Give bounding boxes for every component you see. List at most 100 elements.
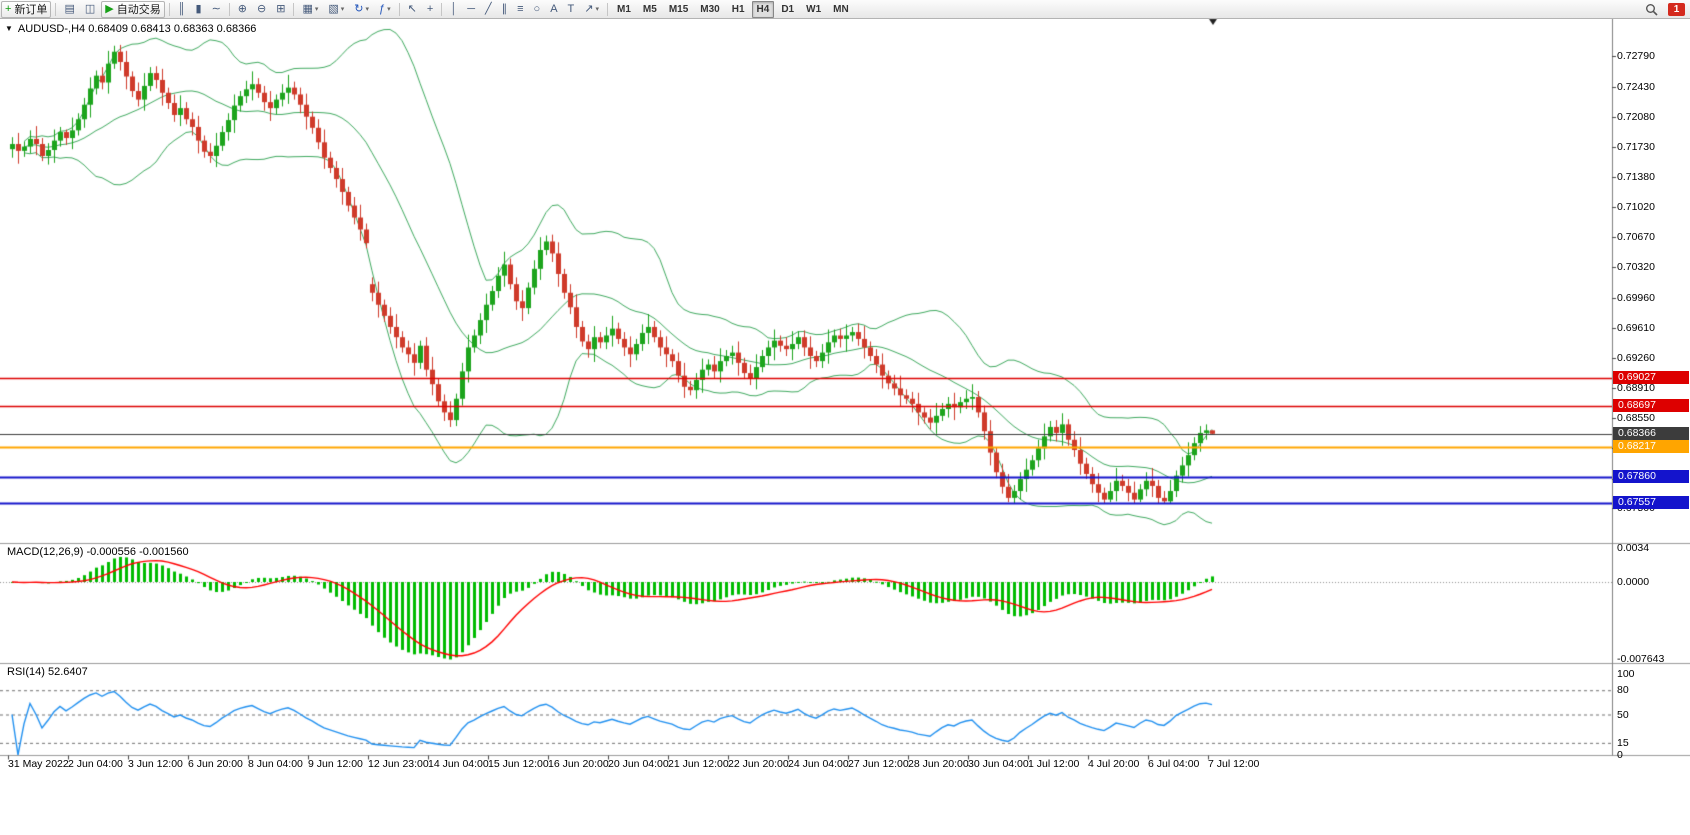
chevron-down-icon: ▾ <box>340 6 345 13</box>
chart-header: ▼ AUDUSD-,H4 0.68409 0.68413 0.68363 0.6… <box>5 23 256 35</box>
text-button[interactable]: A <box>546 1 561 18</box>
price-axis-label: 0.71380 <box>1617 171 1655 183</box>
rsi-axis-label: 80 <box>1617 684 1629 696</box>
time-axis-label: 3 Jun 12:00 <box>128 758 183 770</box>
label-button[interactable]: T <box>564 1 579 18</box>
tile-windows-icon: ⊞ <box>276 2 286 15</box>
time-axis-label: 2 Jun 04:00 <box>68 758 123 770</box>
fibonacci-button[interactable]: ≡ <box>513 1 527 18</box>
macd-axis-label: 0.0034 <box>1617 542 1650 554</box>
new-order-button[interactable]: + 新订单 <box>1 0 52 18</box>
profiles-icon: ▧ <box>328 2 339 15</box>
candlestick-chart-button[interactable]: ▮ <box>192 1 206 18</box>
price-level-badge[interactable]: 0.68697 <box>1613 399 1689 412</box>
time-axis-label: 28 Jun 20:00 <box>908 758 969 770</box>
trendline-icon: ╱ <box>485 2 492 15</box>
time-axis-label: 27 Jun 12:00 <box>848 758 909 770</box>
refresh-button[interactable]: ↻ ▾ <box>350 1 373 18</box>
timeframe-mn-button[interactable]: MN <box>833 3 849 15</box>
market-watch-button[interactable]: ▤ <box>60 1 78 18</box>
time-axis-label: 6 Jul 04:00 <box>1148 758 1200 770</box>
timeframe-h4-button[interactable]: H4 <box>751 0 775 18</box>
new-order-icon: + <box>5 2 12 15</box>
tile-windows-button[interactable]: ⊞ <box>272 1 289 18</box>
toolbar-separator <box>441 2 443 16</box>
trendline-button[interactable]: ╱ <box>481 1 496 18</box>
timeframe-m30-button[interactable]: M30 <box>700 3 720 15</box>
cursor-icon: ↖ <box>407 2 417 15</box>
time-axis-label: 1 Jul 12:00 <box>1028 758 1080 770</box>
ellipse-button[interactable]: ○ <box>530 1 545 18</box>
zoom-out-button[interactable]: ⊖ <box>253 1 270 18</box>
label-icon: T <box>567 2 575 15</box>
notification-badge[interactable]: 1 <box>1668 2 1685 16</box>
timeframe-w1-button[interactable]: W1 <box>806 3 822 15</box>
channel-icon: ∥ <box>501 2 508 15</box>
ellipse-icon: ○ <box>533 2 541 15</box>
macd-axis-label: -0.007643 <box>1617 653 1665 665</box>
time-axis-label: 6 Jun 20:00 <box>188 758 243 770</box>
search-icon <box>1646 3 1658 16</box>
channel-button[interactable]: ∥ <box>498 1 512 18</box>
toolbar-separator <box>293 2 295 16</box>
vertical-line-button[interactable]: │ <box>446 1 461 18</box>
data-window-button[interactable]: ◫ <box>81 1 99 18</box>
toolbar-separator <box>55 2 57 16</box>
price-axis-label: 0.69260 <box>1617 352 1655 364</box>
price-axis-label: 0.71020 <box>1617 201 1655 213</box>
horizontal-line-button[interactable]: ─ <box>463 1 479 18</box>
candlestick-chart-icon: ▮ <box>195 2 202 15</box>
data-window-icon: ◫ <box>84 2 96 15</box>
price-level-badge[interactable]: 0.67860 <box>1613 470 1689 483</box>
price-axis-label: 0.72790 <box>1617 50 1655 62</box>
timeframe-m15-button[interactable]: M15 <box>668 3 689 15</box>
toolbar: + 新订单 ▤ ◫ ▶ 自动交易 ║ ▮ ∼ ⊕ ⊖ ⊞ ▦ ▾ ▧ ▾ ↻ ▾ ƒ ▾ ↖ + │ ─ ╱ ∥ ≡ ○ A T ↗ ▾ M1 M… <box>0 0 1690 19</box>
price-axis-label: 0.69960 <box>1617 292 1655 304</box>
price-axis-label: 0.72080 <box>1617 111 1655 123</box>
zoom-in-icon: ⊕ <box>237 2 248 15</box>
timeframe-m1-button[interactable]: M1 <box>617 3 631 15</box>
macd-indicator-label: MACD(12,26,9) -0.000556 -0.001560 <box>7 546 189 558</box>
rsi-axis-label: 50 <box>1617 709 1629 721</box>
price-level-badge[interactable]: 0.69027 <box>1613 371 1689 384</box>
bar-chart-button[interactable]: ║ <box>174 1 190 18</box>
timeframe-h1-button[interactable]: H1 <box>731 3 745 15</box>
autotrading-button-label: 自动交易 <box>116 4 161 16</box>
macd-axis-label: 0.0000 <box>1617 576 1650 588</box>
indicators-button[interactable]: ƒ ▾ <box>375 1 395 18</box>
timeframe-m5-button[interactable]: M5 <box>642 3 657 15</box>
autotrading-button[interactable]: ▶ 自动交易 <box>101 0 165 18</box>
zoom-out-icon: ⊖ <box>257 2 267 15</box>
price-level-badge[interactable]: 0.68217 <box>1613 440 1689 453</box>
one-click-trading-toggle[interactable]: ▼ <box>5 24 13 33</box>
profiles-button[interactable]: ▧ ▾ <box>324 1 348 18</box>
rsi-axis-label: 0 <box>1617 749 1623 761</box>
price-axis-label: 0.72430 <box>1617 81 1655 93</box>
vertical-line-icon: │ <box>450 2 458 15</box>
zoom-in-button[interactable]: ⊕ <box>234 1 251 18</box>
line-chart-button[interactable]: ∼ <box>208 1 225 18</box>
time-axis-label: 16 Jun 20:00 <box>548 758 609 770</box>
price-axis-label: 0.70320 <box>1617 261 1655 273</box>
price-axis-label: 0.68910 <box>1617 382 1655 394</box>
arrows-button[interactable]: ↗ ▾ <box>580 1 603 18</box>
price-level-badge[interactable]: 0.67557 <box>1613 496 1689 509</box>
price-axis-label: 0.69610 <box>1617 322 1655 334</box>
indicators-icon: ƒ <box>379 2 386 15</box>
toolbar-right: 1 <box>1640 1 1690 18</box>
time-axis-label: 22 Jun 20:00 <box>728 758 789 770</box>
cursor-button[interactable]: ↖ <box>404 1 421 18</box>
new-chart-button[interactable]: ▦ ▾ <box>298 1 322 18</box>
search-button[interactable] <box>1641 1 1662 18</box>
time-axis-label: 9 Jun 12:00 <box>308 758 363 770</box>
time-axis-label: 31 May 2022 <box>8 758 69 770</box>
crosshair-button[interactable]: + <box>423 1 437 18</box>
chevron-down-icon: ▾ <box>365 6 370 13</box>
text-icon: A <box>550 2 558 15</box>
chevron-down-icon: ▾ <box>314 6 319 13</box>
crosshair-icon: + <box>426 2 434 15</box>
toolbar-separator <box>168 2 170 16</box>
toolbar-separator <box>228 2 230 16</box>
timeframe-d1-button[interactable]: D1 <box>781 3 795 15</box>
